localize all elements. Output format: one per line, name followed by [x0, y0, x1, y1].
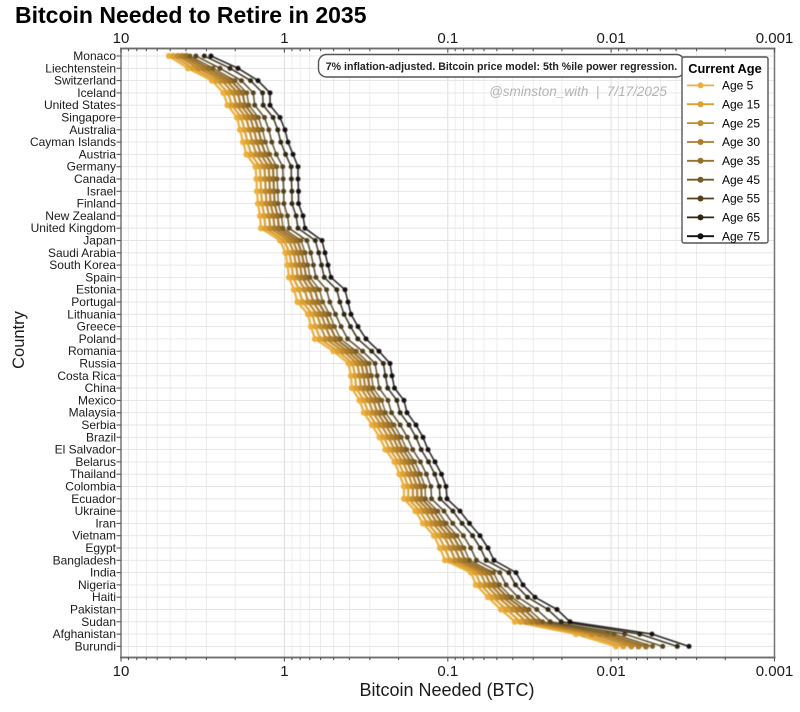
svg-text:Current Age: Current Age [688, 61, 761, 76]
svg-text:Lithuania: Lithuania [67, 307, 116, 321]
svg-text:Cayman Islands: Cayman Islands [30, 135, 116, 149]
svg-text:0.01: 0.01 [596, 30, 625, 47]
svg-text:Age 15: Age 15 [722, 98, 760, 112]
svg-text:Nigeria: Nigeria [78, 578, 116, 592]
svg-text:Age 55: Age 55 [722, 192, 760, 206]
svg-text:India: India [90, 566, 116, 580]
svg-text:Portugal: Portugal [71, 295, 116, 309]
svg-text:Colombia: Colombia [65, 480, 116, 494]
svg-text:Age 35: Age 35 [722, 154, 760, 168]
svg-text:Germany: Germany [67, 160, 116, 174]
svg-text:0.001: 0.001 [756, 663, 794, 680]
svg-text:Liechtenstein: Liechtenstein [45, 61, 116, 75]
svg-text:Mexico: Mexico [78, 393, 116, 407]
svg-text:United States: United States [44, 98, 116, 112]
svg-text:Haiti: Haiti [92, 590, 116, 604]
svg-text:Pakistan: Pakistan [70, 603, 116, 617]
svg-text:Austria: Austria [79, 147, 117, 161]
svg-text:7% inflation-adjusted. Bitcoin: 7% inflation-adjusted. Bitcoin price mod… [326, 61, 677, 73]
svg-text:South Korea: South Korea [49, 258, 116, 272]
svg-text:Singapore: Singapore [61, 111, 116, 125]
svg-text:Australia: Australia [69, 123, 116, 137]
svg-text:Switzerland: Switzerland [54, 74, 116, 88]
svg-text:Belarus: Belarus [75, 455, 116, 469]
svg-text:Iran: Iran [95, 516, 116, 530]
svg-text:Thailand: Thailand [70, 467, 116, 481]
svg-text:Sudan: Sudan [81, 615, 116, 629]
svg-text:0.01: 0.01 [596, 663, 625, 680]
svg-text:Country: Country [10, 310, 28, 369]
svg-text:Saudi Arabia: Saudi Arabia [48, 246, 116, 260]
svg-text:Israel: Israel [87, 184, 116, 198]
svg-text:Age 75: Age 75 [722, 229, 760, 243]
svg-text:Finland: Finland [77, 197, 116, 211]
svg-text:New Zealand: New Zealand [45, 209, 116, 223]
svg-text:Age 25: Age 25 [722, 116, 760, 130]
svg-text:Poland: Poland [79, 332, 116, 346]
svg-text:Japan: Japan [83, 234, 116, 248]
svg-text:0.1: 0.1 [437, 663, 458, 680]
svg-text:Ukraine: Ukraine [75, 504, 117, 518]
svg-text:@sminston_with | 7/17/2025: @sminston_with | 7/17/2025 [489, 84, 667, 99]
svg-text:Iceland: Iceland [77, 86, 116, 100]
svg-text:Spain: Spain [85, 270, 116, 284]
svg-text:Russia: Russia [79, 357, 116, 371]
svg-text:0.001: 0.001 [756, 30, 794, 47]
svg-text:Bangladesh: Bangladesh [53, 553, 116, 567]
svg-text:Bitcoin Needed (BTC): Bitcoin Needed (BTC) [359, 680, 534, 700]
svg-text:United Kingdom: United Kingdom [31, 221, 116, 235]
svg-text:Bitcoin Needed to Retire in 20: Bitcoin Needed to Retire in 2035 [15, 2, 367, 28]
svg-text:Afghanistan: Afghanistan [53, 627, 116, 641]
svg-text:10: 10 [113, 30, 130, 47]
svg-text:Estonia: Estonia [76, 283, 116, 297]
svg-text:Canada: Canada [74, 172, 116, 186]
svg-text:Monaco: Monaco [73, 49, 116, 63]
svg-text:Burundi: Burundi [75, 639, 116, 653]
svg-text:Greece: Greece [77, 320, 117, 334]
svg-text:Ecuador: Ecuador [71, 492, 116, 506]
svg-text:Malaysia: Malaysia [69, 406, 117, 420]
svg-text:Romania: Romania [68, 344, 116, 358]
svg-text:Egypt: Egypt [85, 541, 116, 555]
svg-text:Serbia: Serbia [81, 418, 116, 432]
svg-text:1: 1 [280, 30, 288, 47]
svg-text:0.1: 0.1 [437, 30, 458, 47]
svg-text:1: 1 [280, 663, 288, 680]
svg-text:Age 30: Age 30 [722, 135, 760, 149]
svg-text:China: China [85, 381, 117, 395]
svg-text:Age 5: Age 5 [722, 79, 754, 93]
svg-text:Brazil: Brazil [86, 430, 116, 444]
svg-text:10: 10 [113, 663, 130, 680]
svg-text:Costa Rica: Costa Rica [57, 369, 116, 383]
svg-text:Age 65: Age 65 [722, 211, 760, 225]
svg-text:El Salvador: El Salvador [55, 443, 116, 457]
svg-text:Age 45: Age 45 [722, 173, 760, 187]
svg-text:Vietnam: Vietnam [72, 529, 116, 543]
